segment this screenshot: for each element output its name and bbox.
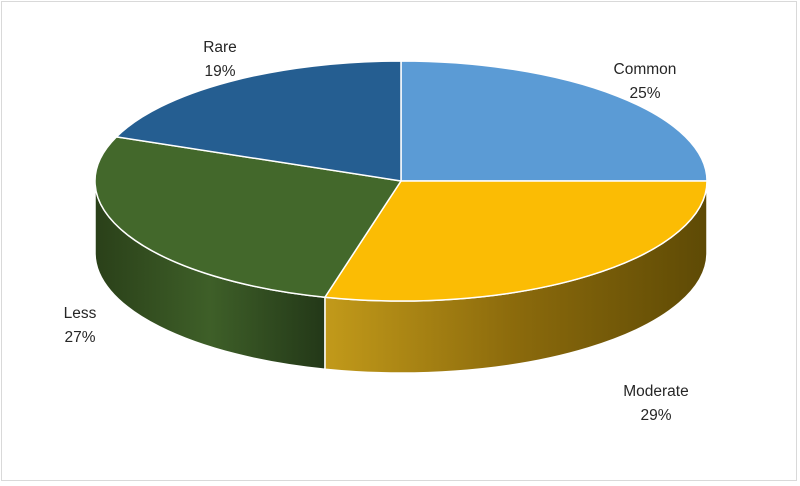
label-less-value: 27% <box>64 329 95 346</box>
slice-rare <box>115 60 402 182</box>
label-moderate-value: 29% <box>640 407 671 424</box>
data-labels: Common 25% Moderate 29% Less 27% Rare 19% <box>64 39 689 424</box>
slice-common <box>400 60 708 182</box>
label-rare-name: Rare <box>203 39 237 56</box>
label-common-name: Common <box>614 61 677 78</box>
slice-moderate <box>324 180 708 302</box>
slice-less <box>94 136 402 298</box>
label-common-value: 25% <box>629 85 660 102</box>
label-rare-value: 19% <box>204 63 235 80</box>
label-moderate-name: Moderate <box>623 383 688 400</box>
label-less-name: Less <box>64 305 97 322</box>
pie-slices <box>94 60 708 302</box>
